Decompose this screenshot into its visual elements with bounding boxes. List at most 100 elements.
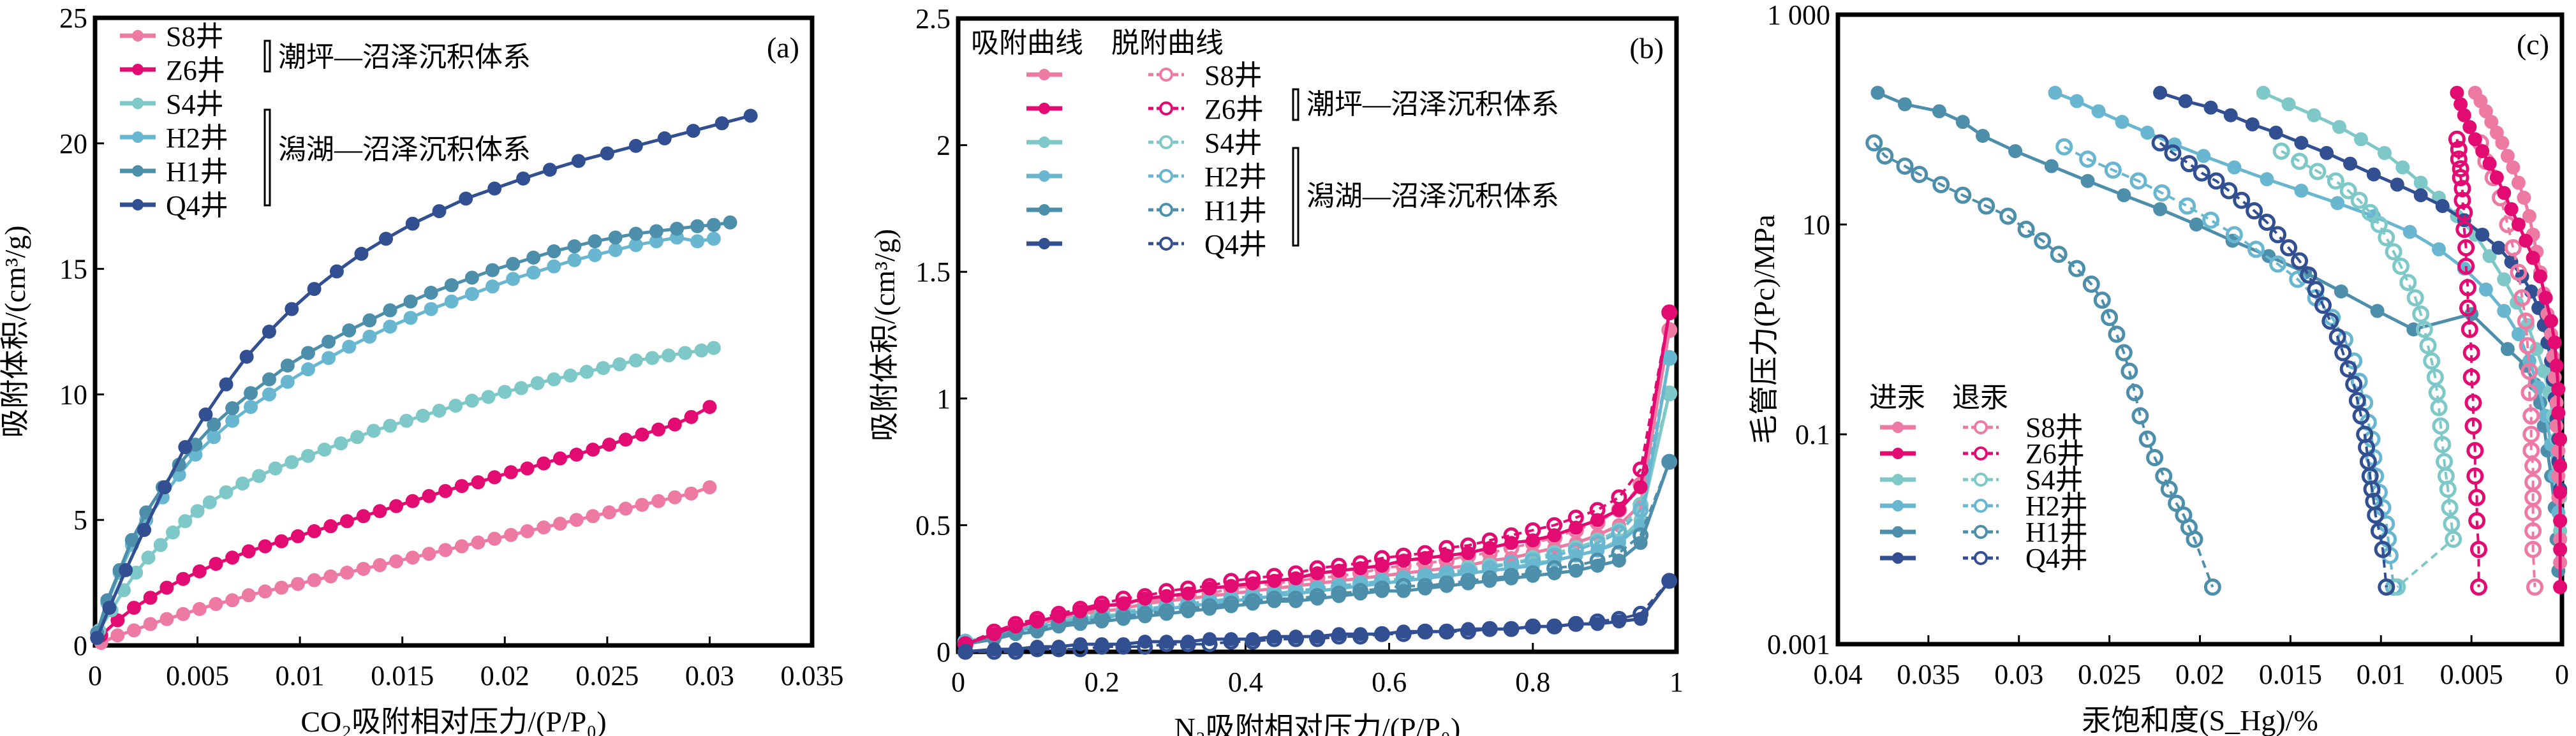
- data-point: [383, 320, 397, 334]
- data-point: [2436, 453, 2454, 471]
- data-point: [323, 519, 338, 534]
- data-point: [2309, 163, 2327, 180]
- data-point: [1181, 604, 1195, 619]
- data-point: [2080, 173, 2095, 188]
- series-Z6-adsorption: [958, 305, 1677, 652]
- data-point: [2412, 305, 2430, 323]
- legend-marker-Z6: [120, 64, 156, 75]
- data-point: [127, 600, 142, 615]
- data-point: [274, 580, 289, 595]
- data-point: [1116, 596, 1130, 611]
- data-point: [110, 613, 125, 628]
- data-point: [714, 116, 729, 131]
- data-point: [1267, 594, 1282, 608]
- x-tick-label: 0: [2555, 659, 2569, 690]
- x-tick-label: 0.03: [685, 660, 734, 691]
- data-point: [1073, 617, 1088, 631]
- y-tick-label: 20: [59, 128, 87, 159]
- data-point: [1116, 612, 1130, 626]
- data-point: [1245, 576, 1260, 591]
- data-point: [1461, 622, 1476, 637]
- data-point: [2385, 243, 2402, 261]
- data-point: [1353, 627, 1368, 642]
- data-point: [1137, 635, 1152, 649]
- data-point: [530, 376, 545, 390]
- data-point: [290, 529, 305, 543]
- data-point: [1876, 147, 1894, 165]
- data-point: [2497, 304, 2512, 318]
- data-point: [1865, 134, 1883, 152]
- data-point: [2468, 132, 2482, 147]
- data-point: [90, 631, 105, 645]
- data-point: [1267, 629, 1282, 644]
- data-point: [2533, 269, 2547, 284]
- legend-marker-S4: [120, 98, 156, 109]
- data-point: [2330, 196, 2345, 210]
- data-point: [1978, 197, 1995, 215]
- data-point: [649, 234, 663, 249]
- data-point: [684, 486, 699, 501]
- data-point: [600, 146, 614, 161]
- data-point: [350, 430, 365, 445]
- data-point: [190, 504, 205, 519]
- x-tick-label: 0.03: [1994, 659, 2043, 690]
- data-point: [2466, 441, 2484, 459]
- legend-intrusion-Q4: [1880, 552, 1916, 564]
- data-point: [2413, 175, 2428, 190]
- data-point: [1662, 305, 1677, 320]
- data-point: [1504, 571, 1519, 585]
- data-point: [2469, 540, 2487, 558]
- data-point: [1159, 607, 1174, 621]
- legend-marker: [1039, 238, 1050, 249]
- legend-label: S4井: [2025, 464, 2083, 496]
- legend-extrusion-H1: [1963, 525, 1999, 539]
- legend-marker: [1039, 136, 1050, 148]
- data-point: [2455, 221, 2473, 239]
- y-tick-label: 1 000: [1767, 0, 1830, 31]
- y-axis-title: 毛管压力(Pc)/MPa: [1748, 214, 1780, 444]
- x-tick-label: 0.01: [2357, 659, 2406, 690]
- data-point: [2269, 226, 2287, 244]
- data-point: [2294, 135, 2309, 150]
- data-point: [2328, 328, 2346, 346]
- group-bracket-1: [1292, 88, 1299, 121]
- legend-marker: [1974, 499, 1988, 513]
- data-point: [424, 285, 438, 300]
- data-point: [2388, 578, 2406, 596]
- data-point: [958, 645, 973, 659]
- data-point: [262, 372, 276, 386]
- data-point: [2432, 242, 2446, 256]
- legend-marker: [1892, 552, 1904, 564]
- data-point: [244, 400, 258, 415]
- data-point: [2202, 211, 2220, 229]
- x-tick-label: 0.2: [1084, 666, 1120, 698]
- data-point: [1611, 503, 1626, 517]
- data-point: [1483, 573, 1497, 588]
- data-point: [192, 564, 207, 578]
- panel-b: 0 0.2 0.4 0.6 0.8 1 0 0.5 1 1.5 2 2.5 (b) N₂吸附相对压力/(P…: [868, 3, 1684, 736]
- data-point: [1955, 115, 1970, 129]
- data-point: [987, 627, 1002, 642]
- data-point: [635, 497, 649, 512]
- data-point: [2151, 134, 2169, 152]
- legend-marker: [1159, 101, 1173, 115]
- y-tick-label: 0: [73, 630, 87, 661]
- data-point: [2504, 202, 2519, 216]
- data-point: [225, 401, 240, 416]
- data-point: [2044, 159, 2059, 173]
- data-point: [1137, 609, 1152, 624]
- data-point: [2203, 100, 2218, 115]
- data-point: [702, 400, 717, 415]
- data-point: [322, 334, 336, 349]
- x-axis-title: CO₂吸附相对压力/(P/P₀): [300, 705, 606, 736]
- data-point: [2320, 145, 2334, 160]
- data-point: [2448, 130, 2466, 148]
- data-point: [225, 593, 240, 608]
- data-point: [198, 407, 213, 422]
- data-point: [102, 600, 117, 615]
- legend-adsorption-S8: [1026, 69, 1062, 80]
- legend-marker: [132, 131, 144, 143]
- data-point: [209, 597, 223, 612]
- series-S4: [92, 341, 721, 638]
- data-point: [1569, 563, 1583, 578]
